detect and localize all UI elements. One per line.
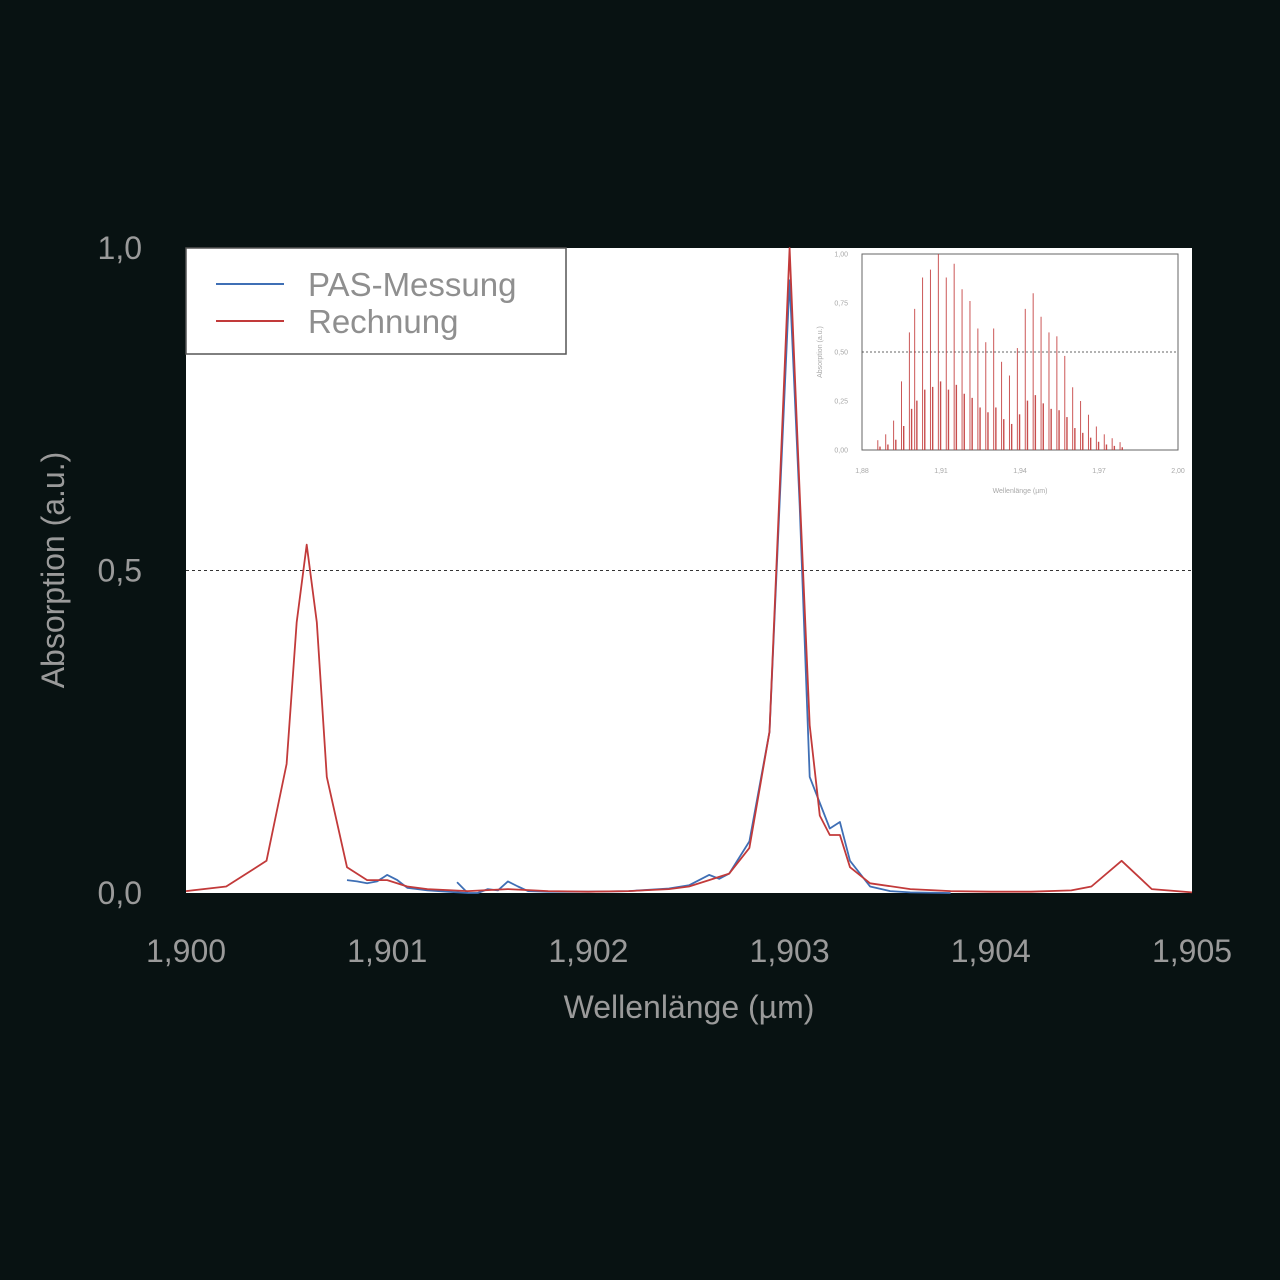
inset-x-tick-label: 2,00 xyxy=(1171,468,1185,475)
legend-box xyxy=(185,247,567,355)
inset-chart: 1,88 1,91 1,94 1,97 2,00 0,00 0,25 0,50 0,75 1,0… xyxy=(817,248,1190,502)
inset-series-group xyxy=(877,254,1123,450)
inset-x-tick-label: 1,91 xyxy=(934,468,948,475)
x-tick-label: 1,901 xyxy=(347,933,427,969)
inset-y-tick-label: 0,25 xyxy=(834,399,848,406)
series-line-rechnung xyxy=(185,247,1193,894)
y-tick-label: 0,0 xyxy=(98,875,142,911)
legend-label-rechnung: Rechnung xyxy=(308,303,458,340)
y-tick-labels: 0,0 0,5 1,0 xyxy=(98,230,142,911)
y-axis-label: Absorption (a.u.) xyxy=(35,452,71,689)
x-tick-label: 1,903 xyxy=(750,933,830,969)
inset-y-tick-label: 0,75 xyxy=(834,301,848,308)
inset-x-tick-label: 1,88 xyxy=(855,468,869,475)
x-tick-label: 1,905 xyxy=(1152,933,1232,969)
y-tick-label: 0,5 xyxy=(98,553,142,589)
inset-x-tick-label: 1,94 xyxy=(1013,468,1027,475)
legend-label-pas-messung: PAS-Messung xyxy=(308,266,516,303)
x-axis-label: Wellenlänge (µm) xyxy=(564,989,815,1025)
inset-y-axis-label: Absorption (a.u.) xyxy=(817,326,824,378)
y-tick-label: 1,0 xyxy=(98,230,142,266)
inset-x-tick-label: 1,97 xyxy=(1092,468,1106,475)
inset-x-tick-labels: 1,88 1,91 1,94 1,97 2,00 xyxy=(855,468,1185,475)
inset-x-axis-label: Wellenlänge (µm) xyxy=(993,488,1048,495)
inset-y-tick-label: 0,50 xyxy=(834,350,848,357)
main-series-group xyxy=(185,247,1193,894)
inset-y-tick-labels: 0,00 0,25 0,50 0,75 1,00 xyxy=(834,252,848,455)
x-tick-label: 1,904 xyxy=(951,933,1031,969)
inset-y-tick-label: 0,00 xyxy=(834,448,848,455)
legend: PAS-Messung Rechnung xyxy=(185,247,567,355)
x-tick-labels: 1,900 1,901 1,902 1,903 1,904 1,905 xyxy=(146,933,1232,969)
inset-y-tick-label: 1,00 xyxy=(834,252,848,259)
x-tick-label: 1,902 xyxy=(548,933,628,969)
x-tick-label: 1,900 xyxy=(146,933,226,969)
